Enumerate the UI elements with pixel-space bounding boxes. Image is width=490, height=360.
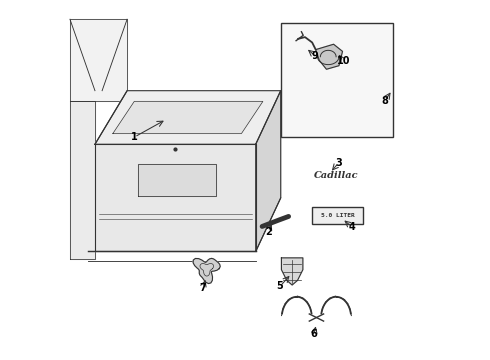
Polygon shape (113, 102, 263, 134)
Polygon shape (95, 91, 281, 144)
Polygon shape (281, 258, 303, 285)
Text: 10: 10 (337, 57, 350, 66)
FancyBboxPatch shape (312, 207, 363, 224)
Polygon shape (256, 91, 281, 251)
Text: 3: 3 (335, 158, 342, 168)
Text: 4: 4 (349, 222, 356, 232)
Text: 1: 1 (131, 132, 138, 142)
Polygon shape (70, 19, 127, 102)
Text: 2: 2 (265, 227, 271, 237)
Text: 6: 6 (311, 329, 318, 339)
Bar (281, 23, 393, 137)
Polygon shape (138, 164, 217, 196)
Text: 8: 8 (382, 96, 389, 106)
Text: 9: 9 (312, 51, 318, 61)
Polygon shape (316, 44, 343, 69)
Text: Cadillac: Cadillac (314, 171, 358, 180)
Polygon shape (95, 144, 256, 251)
Text: 5.0 LITER: 5.0 LITER (320, 213, 354, 218)
Text: 7: 7 (199, 283, 206, 293)
Polygon shape (70, 102, 95, 258)
Polygon shape (193, 258, 220, 284)
Text: 5: 5 (277, 282, 283, 292)
